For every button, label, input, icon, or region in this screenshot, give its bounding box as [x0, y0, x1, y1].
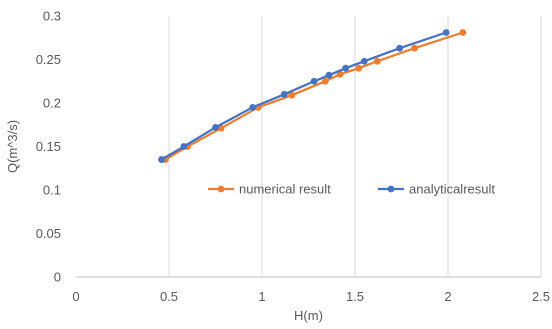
data-point [280, 90, 288, 98]
y-tick-label: 0.2 [43, 96, 61, 111]
data-point [459, 29, 467, 36]
x-tick-label: 2 [444, 289, 451, 304]
legend: numerical result analyticalresult [208, 182, 495, 197]
data-point [321, 77, 329, 85]
legend-label: numerical result [239, 182, 331, 197]
series-1 [161, 29, 467, 163]
y-tick-label: 0 [54, 270, 61, 285]
y-tick-label: 0.15 [36, 139, 61, 154]
y-tick-labels: 0 0.05 0.1 0.15 0.2 0.25 0.3 [36, 9, 61, 285]
legend-item: numerical result [208, 182, 331, 197]
x-tick-label: 2.5 [532, 289, 550, 304]
data-point [360, 57, 368, 65]
x-tick-label: 0 [72, 289, 79, 304]
y-tick-label: 0.3 [43, 9, 61, 24]
data-point [249, 103, 257, 111]
data-point [158, 156, 165, 163]
legend-marker [387, 185, 395, 193]
data-point [442, 29, 450, 36]
data-point [325, 71, 333, 79]
legend-label: analyticalresult [409, 182, 495, 197]
x-tick-label: 0.5 [160, 289, 178, 304]
series-2 [158, 29, 450, 163]
data-point [342, 64, 350, 72]
data-point [373, 57, 381, 65]
data-point [396, 44, 404, 52]
legend-item: analyticalresult [378, 182, 495, 197]
y-tick-label: 0.25 [36, 52, 61, 67]
data-point [180, 143, 188, 150]
x-tick-labels: 0 0.5 1 1.5 2 2.5 [72, 289, 550, 304]
x-tick-label: 1.5 [346, 289, 364, 304]
y-axis-title: Q(m^3/s) [5, 120, 20, 173]
y-tick-label: 0.1 [43, 183, 61, 198]
data-point [355, 64, 363, 72]
data-point [212, 123, 219, 131]
series-group [158, 29, 467, 163]
series-line [164, 31, 464, 161]
y-tick-label: 0.05 [36, 226, 61, 241]
x-tick-label: 1 [258, 289, 265, 304]
data-point [336, 70, 344, 78]
data-point [411, 44, 418, 52]
data-point [288, 91, 296, 99]
x-axis-title: H(m) [294, 308, 323, 323]
legend-marker [217, 185, 225, 193]
data-point [310, 77, 318, 85]
grid-lines [168, 16, 542, 277]
